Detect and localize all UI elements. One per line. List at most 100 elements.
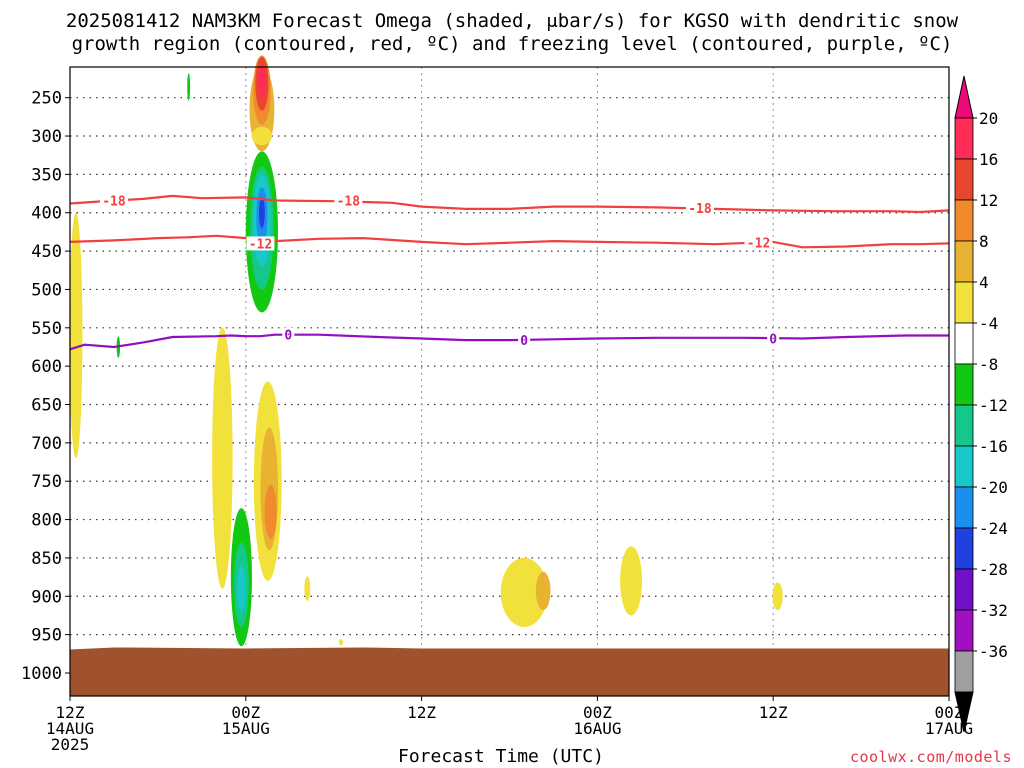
ground-fill <box>70 647 949 696</box>
y-tick-label: 950 <box>31 626 62 646</box>
contour-label-bg <box>282 327 295 342</box>
ground-surface <box>70 647 949 696</box>
colorbar-label: -32 <box>979 601 1008 620</box>
colorbar-segment <box>954 240 974 283</box>
plot-frame <box>69 66 950 697</box>
omega-shaded-area <box>187 73 191 101</box>
colorbar-segment <box>954 322 974 365</box>
x-tick-label: 15AUG <box>222 719 270 738</box>
omega-shaded-area <box>500 557 548 627</box>
colorbar-label: -8 <box>979 355 998 374</box>
colorbar-segment <box>954 568 974 611</box>
y-tick-label: 550 <box>31 319 62 339</box>
omega-shaded-area <box>264 485 277 539</box>
contour-label: -18 <box>102 194 126 209</box>
colorbar-label: 8 <box>979 232 989 251</box>
contour-label-bg <box>685 201 714 216</box>
colorbar-segment <box>954 650 974 693</box>
colorbar-label: 4 <box>979 273 989 292</box>
contour-label-bg <box>99 193 128 208</box>
x-tick-label: 17AUG <box>925 719 973 738</box>
omega-shaded-area <box>304 576 311 601</box>
contour-line <box>69 333 949 351</box>
contour-label: -12 <box>249 237 272 252</box>
contour-label-bg <box>767 331 780 346</box>
contour-label: -12 <box>747 237 770 252</box>
chart-title-line1: 2025081412 NAM3KM Forecast Omega (shaded… <box>65 10 959 32</box>
contour-label: 0 <box>284 329 292 344</box>
y-tick-label: 600 <box>31 357 62 377</box>
omega-shaded-area <box>257 63 267 98</box>
x-tick-label: 14AUG <box>46 719 94 738</box>
x-tick-label: 12Z <box>407 703 436 722</box>
temperature-contours <box>69 194 950 351</box>
colorbar-label: -24 <box>979 519 1008 538</box>
colorbar-label: -16 <box>979 437 1008 456</box>
colorbar-label: -28 <box>979 560 1008 579</box>
omega-shaded-area <box>212 327 233 589</box>
colorbar-label: 16 <box>979 150 998 169</box>
contour-label-bg <box>518 333 531 348</box>
colorbar-top-arrow <box>954 75 974 119</box>
colorbar-segment <box>954 404 974 447</box>
y-tick-label: 400 <box>31 204 62 224</box>
y-tick-label: 350 <box>31 165 62 185</box>
contour-labels: -18 -18 -12 0 -18 -12 0 0 <box>99 193 780 349</box>
credit-link[interactable]: coolwx.com/models <box>849 748 1012 766</box>
colorbar-segment <box>954 486 974 529</box>
colorbar-segment <box>954 281 974 324</box>
y-tick-label: 750 <box>31 472 62 492</box>
colorbar-segment <box>954 609 974 652</box>
omega-shaded-area <box>338 639 344 646</box>
y-tick-label: 250 <box>31 89 62 109</box>
x-tick-label: 00Z <box>231 703 260 722</box>
y-tick-label: 900 <box>31 587 62 607</box>
x-tick-label: 16AUG <box>573 719 621 738</box>
contour-label: -18 <box>337 194 361 209</box>
omega-shading <box>69 55 783 647</box>
contour-label-bg <box>334 193 363 208</box>
colorbar-segment <box>954 527 974 570</box>
y-tick-label: 650 <box>31 396 62 416</box>
y-tick-label: 800 <box>31 511 62 531</box>
colorbar-segment <box>954 117 974 160</box>
omega-shaded-area <box>237 565 246 612</box>
contour-label: -18 <box>688 202 712 217</box>
colorbar-segment <box>954 158 974 201</box>
y-tick-label: 450 <box>31 242 62 262</box>
omega-shaded-area <box>535 571 551 611</box>
colorbar-label: 12 <box>979 191 998 210</box>
contour-label: 0 <box>769 333 777 348</box>
y-tick-label: 850 <box>31 549 62 569</box>
omega-shaded-area <box>772 582 783 611</box>
colorbar-label: -20 <box>979 478 1008 497</box>
omega-shaded-area <box>258 197 265 229</box>
contour-label-bg <box>246 236 275 251</box>
omega-shaded-area <box>251 126 273 146</box>
colorbar-label: -36 <box>979 642 1008 661</box>
omega-shaded-area <box>620 546 643 616</box>
contour-label-bg <box>744 235 773 250</box>
x-tick-label: 12Z <box>759 703 788 722</box>
y-axis: 250 300 350 400 450 500 550 600 650 700 750 800 850 9… <box>21 89 70 684</box>
y-tick-label: 1000 <box>21 664 62 684</box>
colorbar: 20 16 12 8 4 -4 -8 -12 -16 -20 -24 -28 -32 -36 <box>954 75 1008 733</box>
x-tick-label: 00Z <box>583 703 612 722</box>
contour-line <box>69 194 950 214</box>
x-axis-label: Forecast Time (UTC) <box>398 746 604 767</box>
chart-title-line2: growth region (contoured, red, ºC) and f… <box>71 33 953 55</box>
colorbar-bottom-arrow <box>954 691 974 733</box>
x-tick-label: 12Z <box>56 703 85 722</box>
colorbar-label: -12 <box>979 396 1008 415</box>
plot-border <box>69 66 950 697</box>
colorbar-segment <box>954 445 974 488</box>
x-tick-label: 00Z <box>935 703 964 722</box>
contour-line <box>69 234 950 249</box>
x-tick-label: 2025 <box>51 735 90 754</box>
colorbar-label: -4 <box>979 314 998 333</box>
contour-label: 0 <box>520 334 528 349</box>
omega-shaded-area <box>69 212 83 459</box>
y-tick-label: 500 <box>31 280 62 300</box>
